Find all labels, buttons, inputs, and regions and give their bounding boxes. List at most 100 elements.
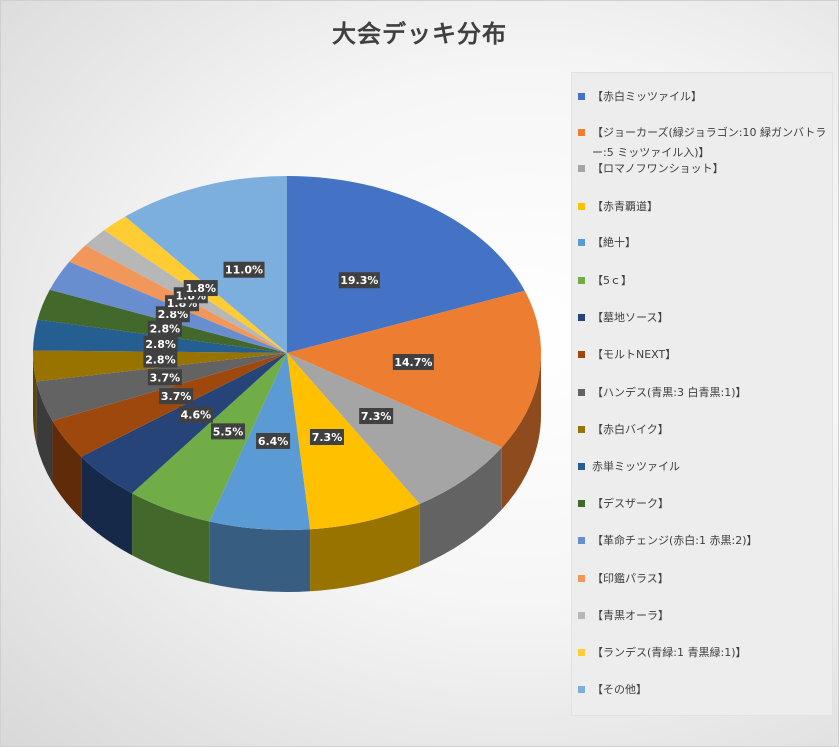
- legend-item: 【赤白バイク】: [578, 420, 828, 440]
- legend-swatch: [578, 612, 585, 619]
- legend-item: 【赤白ミッツァイル】: [578, 87, 828, 107]
- data-label-box: [359, 408, 394, 425]
- legend-item: 赤単ミッツァイル: [578, 457, 828, 477]
- pie-side-3: [310, 503, 420, 592]
- data-label-4: 6.4%: [256, 432, 291, 449]
- data-label-text: 2.8%: [145, 338, 176, 351]
- data-label-16: 11.0%: [223, 261, 265, 278]
- legend-label: 【その他】: [592, 683, 647, 696]
- pie-slice-2: [287, 353, 502, 504]
- legend-item: 【ランデス(青緑:1 青黒緑:1)】: [578, 643, 828, 663]
- legend-item: 【墓地ソース】: [578, 308, 828, 328]
- data-label-text: 2.8%: [145, 354, 176, 367]
- legend-label: 【印鑑パラス】: [592, 572, 669, 585]
- legend-swatch: [578, 93, 585, 100]
- data-label-text: 4.6%: [181, 409, 212, 422]
- legend-label: 【デスザーク】: [592, 497, 669, 510]
- legend-swatch: [578, 500, 585, 507]
- pie-side-2: [419, 447, 502, 566]
- data-label-box: [338, 272, 380, 289]
- legend-label: 【墓地ソース】: [592, 311, 669, 324]
- data-label-box: [143, 335, 178, 352]
- legend-item: 【青黒オーラ】: [578, 606, 828, 626]
- legend-swatch: [578, 277, 585, 284]
- legend: 【赤白ミッツァイル】【ジョーカーズ(緑ジョラゴン:10 緑ガンバトラー:5 ミッ…: [571, 72, 833, 716]
- legend-swatch: [578, 575, 585, 582]
- data-label-3: 7.3%: [309, 429, 344, 446]
- data-label-box: [147, 369, 182, 386]
- legend-label: 【ハンデス(青黒:3 白青黒:1)】: [592, 386, 747, 399]
- legend-swatch: [578, 686, 585, 693]
- legend-item: 【ジョーカーズ(緑ジョラゴン:10 緑ガンバトラー:5 ミッツァイル入)】: [578, 123, 828, 163]
- pie-side-8: [36, 381, 53, 483]
- legend-item: 【革命チェンジ(赤白:1 赤黒:2)】: [578, 531, 828, 551]
- data-label-11: 2.8%: [147, 320, 182, 337]
- data-label-box: [143, 351, 178, 368]
- data-label-7: 3.7%: [159, 388, 194, 405]
- pie-side-4: [209, 521, 311, 592]
- legend-item: 【モルトNEXT】: [578, 345, 828, 365]
- pie-slice-6: [81, 353, 287, 494]
- pie-side-5: [132, 493, 210, 584]
- legend-label: 赤単ミッツァイル: [592, 460, 680, 473]
- legend-swatch: [578, 537, 585, 544]
- data-label-text: 7.3%: [312, 431, 343, 444]
- legend-item: 【ロマノフワンショット】: [578, 159, 828, 179]
- data-label-8: 3.7%: [147, 369, 182, 386]
- data-label-text: 2.8%: [150, 323, 181, 336]
- pie-slice-0: [287, 176, 525, 353]
- legend-label: 【5ｃ】: [592, 274, 632, 287]
- data-label-5: 5.5%: [210, 423, 245, 440]
- legend-item: 【絶十】: [578, 233, 828, 253]
- legend-label: 【赤青覇道】: [592, 200, 658, 213]
- legend-item: 【赤青覇道】: [578, 197, 828, 217]
- legend-label: 【ランデス(青緑:1 青黒緑:1)】: [592, 646, 747, 659]
- legend-label: 【ジョーカーズ(緑ジョラゴン:10 緑ガンバトラー:5 ミッツァイル入)】: [592, 126, 827, 159]
- data-label-box: [223, 261, 265, 278]
- legend-label: 【赤白ミッツァイル】: [592, 90, 702, 103]
- data-label-text: 11.0%: [225, 264, 263, 277]
- data-label-9: 2.8%: [143, 351, 178, 368]
- data-label-box: [309, 429, 344, 446]
- data-label-10: 2.8%: [143, 335, 178, 352]
- legend-swatch: [578, 314, 585, 321]
- pie-slice-5: [132, 353, 287, 522]
- data-label-box: [159, 388, 194, 405]
- legend-label: 【革命チェンジ(赤白:1 赤黒:2)】: [592, 534, 758, 547]
- legend-item: 【その他】: [578, 680, 828, 700]
- data-label-text: 14.7%: [394, 356, 432, 369]
- legend-label: 【ロマノフワンショット】: [592, 162, 724, 175]
- pie-slice-8: [36, 353, 288, 421]
- data-label-box: [147, 320, 182, 337]
- data-label-0: 19.3%: [338, 272, 380, 289]
- data-label-box: [256, 432, 291, 449]
- legend-swatch: [578, 203, 585, 210]
- data-label-15: 1.8%: [183, 280, 218, 297]
- legend-swatch: [578, 649, 585, 656]
- chart-title: 大会デッキ分布: [332, 20, 507, 48]
- data-label-6: 4.6%: [178, 406, 213, 423]
- pie-side-9: [33, 353, 37, 444]
- data-label-text: 6.4%: [258, 435, 289, 448]
- data-label-text: 19.3%: [340, 274, 378, 287]
- legend-label: 【青黒オーラ】: [592, 609, 669, 622]
- pie-slice-7: [52, 353, 288, 457]
- pie-slice-3: [287, 353, 420, 530]
- legend-label: 【モルトNEXT】: [592, 348, 677, 361]
- data-label-1: 14.7%: [392, 354, 434, 371]
- data-label-text: 3.7%: [150, 371, 181, 384]
- legend-swatch: [578, 426, 585, 433]
- data-label-text: 2.8%: [158, 308, 189, 321]
- legend-swatch: [578, 165, 585, 172]
- legend-item: 【ハンデス(青黒:3 白青黒:1)】: [578, 383, 828, 403]
- data-label-text: 3.7%: [161, 390, 192, 403]
- data-label-box: [178, 406, 213, 423]
- data-label-box: [183, 280, 218, 297]
- legend-swatch: [578, 351, 585, 358]
- pie-slice-16: [125, 176, 287, 353]
- data-label-2: 7.3%: [359, 408, 394, 425]
- legend-swatch: [578, 389, 585, 396]
- legend-item: 【印鑑パラス】: [578, 569, 828, 589]
- pie-side-6: [81, 456, 133, 556]
